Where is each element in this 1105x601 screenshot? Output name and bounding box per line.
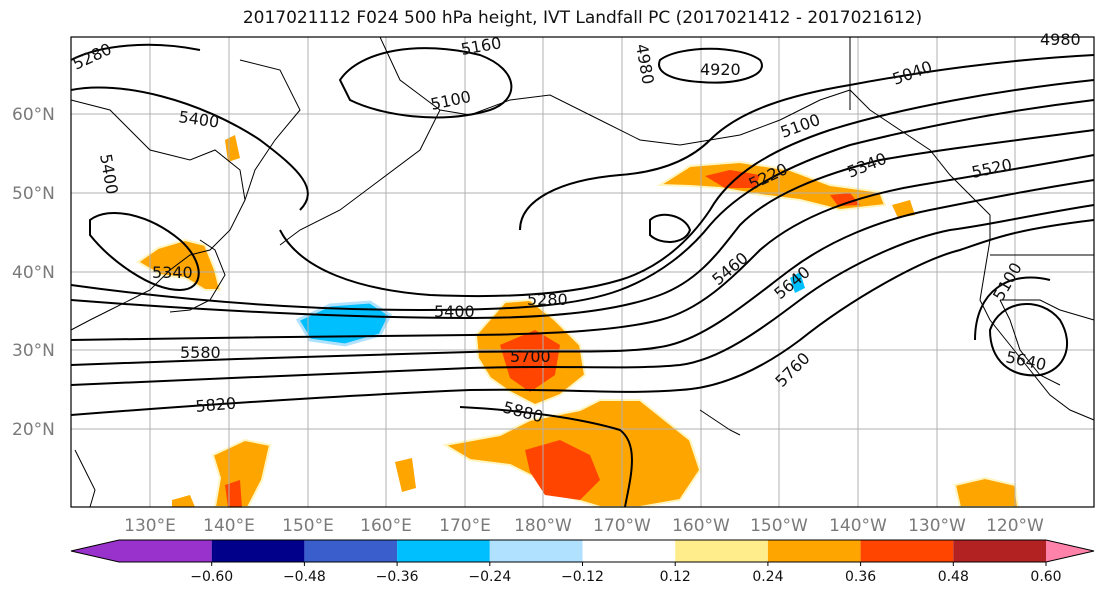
coast-kamchatka bbox=[239, 59, 301, 201]
colorbar-segment bbox=[953, 540, 1046, 562]
coast-japan bbox=[169, 239, 226, 313]
lon-label: 150°E bbox=[282, 516, 334, 536]
contour-5640-se bbox=[988, 303, 1069, 377]
lon-label: 140°E bbox=[203, 516, 255, 536]
lon-label: 160°W bbox=[672, 516, 730, 536]
coast-namerica bbox=[979, 215, 1095, 421]
shade-bottom-left bbox=[172, 495, 195, 507]
shade-dateline-red bbox=[500, 330, 560, 392]
lat-label: 30°N bbox=[12, 341, 55, 361]
lat-label: 20°N bbox=[12, 420, 55, 440]
colorbar-tick-label: −0.36 bbox=[376, 569, 419, 585]
contour-5400-nw bbox=[70, 86, 309, 211]
contour-5820 bbox=[70, 219, 1095, 416]
coast-philippines bbox=[74, 449, 96, 508]
coast-aleutians bbox=[279, 109, 441, 246]
contour-5400 bbox=[70, 99, 1095, 312]
contour-5760 bbox=[70, 204, 1095, 386]
shade-blue-west bbox=[295, 300, 392, 347]
contour-label: 5400 bbox=[434, 302, 475, 321]
contour-5100-low bbox=[338, 47, 513, 119]
colorbar-tick-label: −0.60 bbox=[190, 569, 233, 585]
contour-label: 4920 bbox=[700, 60, 741, 79]
contour-5100-center bbox=[649, 213, 692, 243]
lon-label: 170°E bbox=[439, 516, 491, 536]
colorbar-segment bbox=[675, 540, 768, 562]
shade-alaska-red bbox=[705, 170, 760, 188]
colorbar-tick-label: 0.24 bbox=[752, 569, 783, 585]
colorbar-tick-label: 0.36 bbox=[845, 569, 876, 585]
lon-label: 160°E bbox=[360, 516, 412, 536]
lat-label: 40°N bbox=[12, 263, 55, 283]
colorbar-segment bbox=[767, 540, 861, 562]
lon-label: 170°W bbox=[593, 516, 651, 536]
shade-blue-small bbox=[790, 272, 805, 293]
latitude-labels: 60°N 50°N 40°N 30°N 20°N bbox=[12, 105, 55, 440]
coastlines bbox=[70, 36, 1095, 508]
lon-label: 130°E bbox=[124, 516, 176, 536]
contour-4920 bbox=[658, 47, 763, 84]
height-contours bbox=[70, 43, 1095, 508]
colorbar-segment bbox=[71, 540, 212, 562]
contour-5700 bbox=[70, 179, 1095, 366]
contour-5580-se bbox=[974, 276, 1051, 341]
colorbar-segment bbox=[489, 540, 583, 562]
map-panel: 5280 5160 4920 5040 4980 5100 5400 5400 … bbox=[70, 30, 1095, 508]
coast-hawaii bbox=[699, 409, 741, 436]
contour-5880 bbox=[459, 406, 633, 508]
contour-5580 bbox=[70, 154, 1095, 341]
lon-label: 130°W bbox=[908, 516, 966, 536]
shade-gulf-red bbox=[830, 193, 860, 206]
colorbar-segment bbox=[304, 540, 398, 562]
contour-5340-japan bbox=[89, 212, 200, 292]
colorbar-tick-label: 0.60 bbox=[1030, 569, 1061, 585]
contour-5460 bbox=[70, 129, 1095, 320]
colorbar-tick-label: −0.24 bbox=[468, 569, 511, 585]
contour-label: 5280 bbox=[527, 290, 568, 309]
contour-5220 bbox=[519, 54, 1095, 231]
coast-asia bbox=[70, 99, 246, 331]
lon-label: 150°W bbox=[750, 516, 808, 536]
graticule bbox=[71, 37, 1094, 507]
lon-label: 180°W bbox=[514, 516, 572, 536]
contour-label: 5700 bbox=[510, 347, 551, 366]
colorbar-tick-label: 0.48 bbox=[938, 569, 969, 585]
colorbar-outline bbox=[70, 539, 1095, 563]
colorbar-segment bbox=[860, 540, 954, 562]
contour-label: 5340 bbox=[152, 263, 193, 282]
contour-label: 5820 bbox=[195, 394, 237, 416]
colorbar-segment bbox=[211, 540, 305, 562]
longitude-labels: 130°E 140°E 150°E 160°E 170°E 180°W 170°… bbox=[124, 516, 1044, 536]
lon-label: 120°W bbox=[986, 516, 1044, 536]
contour-5280-nw bbox=[70, 43, 201, 61]
map-title: 2017021112 F024 500 hPa height, IVT Land… bbox=[242, 8, 923, 28]
lat-label: 50°N bbox=[12, 184, 55, 204]
contour-5280 bbox=[279, 79, 1095, 298]
coast-mexico bbox=[999, 299, 1061, 386]
shade-se bbox=[953, 476, 1020, 508]
colorbar-tick-label: −0.12 bbox=[561, 569, 604, 585]
colorbar-segment bbox=[1046, 540, 1094, 562]
shade-bc bbox=[892, 200, 915, 218]
lon-label: 140°W bbox=[829, 516, 887, 536]
map-frame bbox=[70, 36, 1095, 508]
colorbar-segment bbox=[397, 540, 490, 562]
contour-label: 5580 bbox=[180, 343, 221, 362]
shade-south-red bbox=[525, 440, 600, 500]
colorbar-tick-label: −0.48 bbox=[283, 569, 326, 585]
contour-label: 4980 bbox=[1040, 30, 1081, 49]
border-us-mx bbox=[1000, 299, 1095, 321]
lat-label: 60°N bbox=[12, 105, 55, 125]
colorbar-tick-label: 0.12 bbox=[660, 569, 691, 585]
shade-far-sw bbox=[395, 458, 416, 492]
colorbar: −0.60 −0.48 −0.36 −0.24 −0.12 0.12 0.24 0.36 0.4… bbox=[70, 539, 1095, 585]
colorbar-segment bbox=[582, 540, 676, 562]
